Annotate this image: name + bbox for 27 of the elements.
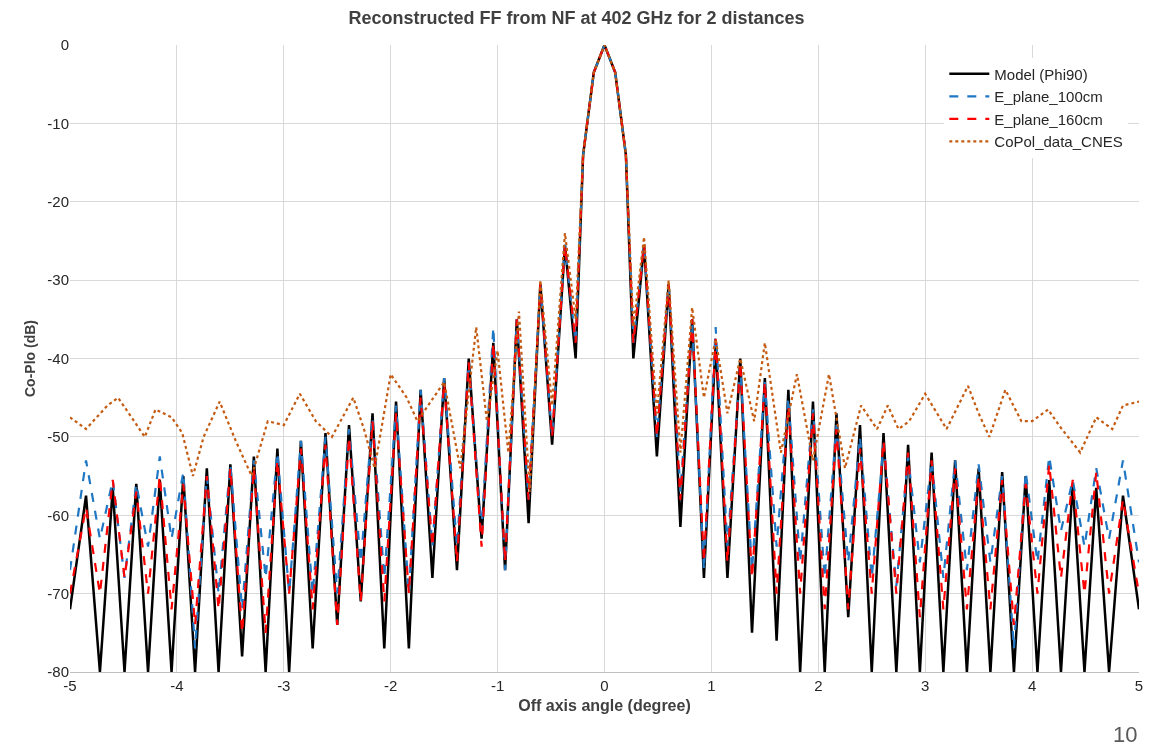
x-tick-label: -3 [277,677,291,694]
legend-label: E_plane_160cm [994,110,1103,128]
x-tick-label: 2 [814,677,823,694]
y-tick-label: 0 [60,36,69,54]
x-axis-title: Off axis angle (degree) [518,696,691,714]
x-tick-label: 0 [600,677,609,694]
x-tick-label: 1 [707,677,716,694]
x-tick-label: 5 [1134,677,1144,694]
y-tick-label: -10 [47,114,69,132]
legend-label: E_plane_100cm [994,88,1103,106]
x-tick-label: -2 [384,677,398,694]
x-tick-label: 4 [1027,677,1037,694]
text: 10 [1113,722,1138,747]
x-tick-label: 3 [921,677,930,694]
x-tick-label: -4 [170,677,184,694]
legend-label: Model (Phi90) [994,65,1088,83]
y-tick-label: -70 [47,584,69,602]
y-tick-label: -30 [47,271,69,289]
y-tick-label: -40 [47,349,69,367]
y-tick-label: -20 [47,193,69,210]
y-tick-label: -50 [47,428,69,446]
x-tick-label: -1 [490,677,505,694]
y-axis-title: Co-Plo (dB) [21,320,38,397]
legend-label: CoPol_data_CNES [994,133,1123,151]
y-tick-label: -60 [47,506,69,524]
chart-title: Reconstructed FF from NF at 402 GHz for 2 distances [348,7,805,28]
line-series [70,45,1139,493]
